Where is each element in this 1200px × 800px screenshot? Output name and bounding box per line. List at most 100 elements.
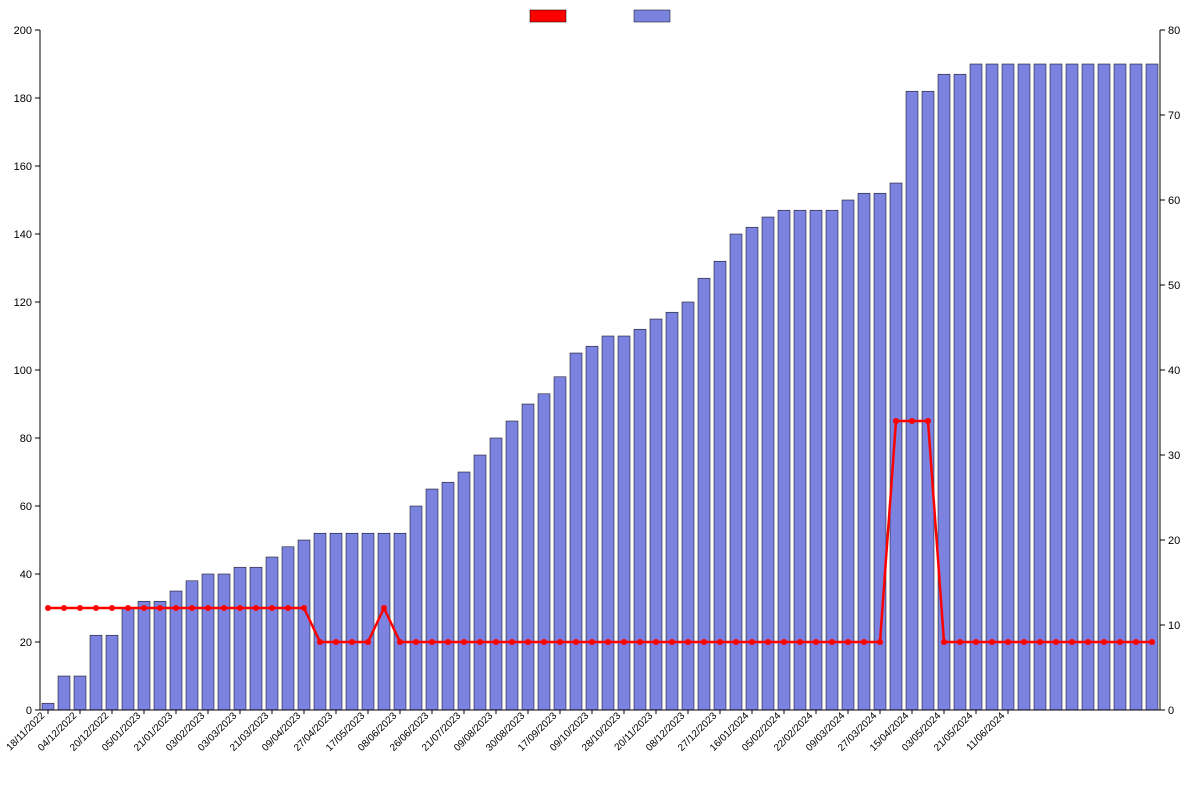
- line-marker: [381, 605, 387, 611]
- bar: [858, 193, 870, 710]
- line-marker: [477, 639, 483, 645]
- bar: [90, 635, 102, 710]
- bar: [442, 482, 454, 710]
- bar: [906, 91, 918, 710]
- bar: [490, 438, 502, 710]
- line-marker: [429, 639, 435, 645]
- bar: [426, 489, 438, 710]
- line-marker: [509, 639, 515, 645]
- combo-chart: 0204060801001201401601802000102030405060…: [0, 0, 1200, 800]
- bar: [234, 567, 246, 710]
- y-left-tick-label: 60: [20, 501, 32, 513]
- line-marker: [733, 639, 739, 645]
- line-marker: [461, 639, 467, 645]
- line-marker: [957, 639, 963, 645]
- bar: [458, 472, 470, 710]
- line-marker: [749, 639, 755, 645]
- y-right-tick-label: 70: [1168, 110, 1180, 122]
- y-left-tick-label: 20: [20, 637, 32, 649]
- bar: [618, 336, 630, 710]
- y-left-tick-label: 180: [14, 93, 32, 105]
- line-marker: [765, 639, 771, 645]
- bar: [218, 574, 230, 710]
- bar: [314, 533, 326, 710]
- line-marker: [877, 639, 883, 645]
- bar: [826, 210, 838, 710]
- bar: [378, 533, 390, 710]
- bar: [938, 74, 950, 710]
- chart-container: 0204060801001201401601802000102030405060…: [0, 0, 1200, 800]
- bar: [282, 547, 294, 710]
- line-marker: [1069, 639, 1075, 645]
- y-left-tick-label: 120: [14, 297, 32, 309]
- line-marker: [61, 605, 67, 611]
- line-marker: [1085, 639, 1091, 645]
- line-marker: [221, 605, 227, 611]
- bar: [698, 278, 710, 710]
- bar: [154, 601, 166, 710]
- y-right-tick-label: 10: [1168, 620, 1180, 632]
- line-marker: [797, 639, 803, 645]
- bar: [74, 676, 86, 710]
- line-marker: [77, 605, 83, 611]
- line-marker: [301, 605, 307, 611]
- line-marker: [637, 639, 643, 645]
- line-marker: [413, 639, 419, 645]
- y-right-tick-label: 60: [1168, 195, 1180, 207]
- y-right-tick-label: 20: [1168, 535, 1180, 547]
- line-marker: [269, 605, 275, 611]
- line-marker: [173, 605, 179, 611]
- bar: [1050, 64, 1062, 710]
- line-marker: [109, 605, 115, 611]
- bar: [42, 703, 54, 710]
- bar: [602, 336, 614, 710]
- line-marker: [621, 639, 627, 645]
- bar: [778, 210, 790, 710]
- bar: [266, 557, 278, 710]
- line-marker: [1133, 639, 1139, 645]
- bar: [554, 377, 566, 710]
- line-marker: [45, 605, 51, 611]
- line-marker: [1149, 639, 1155, 645]
- bar: [922, 91, 934, 710]
- y-right-tick-label: 80: [1168, 25, 1180, 37]
- line-marker: [557, 639, 563, 645]
- line-marker: [333, 639, 339, 645]
- bar: [954, 74, 966, 710]
- line-marker: [541, 639, 547, 645]
- bar: [330, 533, 342, 710]
- line-marker: [973, 639, 979, 645]
- bar: [474, 455, 486, 710]
- y-left-tick-label: 140: [14, 229, 32, 241]
- bar: [506, 421, 518, 710]
- line-marker: [701, 639, 707, 645]
- line-marker: [925, 418, 931, 424]
- line-marker: [893, 418, 899, 424]
- y-left-tick-label: 80: [20, 433, 32, 445]
- bar: [746, 227, 758, 710]
- line-marker: [445, 639, 451, 645]
- bars-group: [42, 64, 1158, 710]
- line-marker: [813, 639, 819, 645]
- bar: [1002, 64, 1014, 710]
- bar: [810, 210, 822, 710]
- bar: [538, 394, 550, 710]
- line-marker: [781, 639, 787, 645]
- bar: [362, 533, 374, 710]
- y-left-tick-label: 100: [14, 365, 32, 377]
- bar: [842, 200, 854, 710]
- line-marker: [189, 605, 195, 611]
- y-right-tick-label: 30: [1168, 450, 1180, 462]
- bar: [634, 329, 646, 710]
- line-marker: [1005, 639, 1011, 645]
- bar: [346, 533, 358, 710]
- line-marker: [845, 639, 851, 645]
- line-marker: [653, 639, 659, 645]
- bar: [986, 64, 998, 710]
- bar: [570, 353, 582, 710]
- line-marker: [909, 418, 915, 424]
- y-right-tick-label: 50: [1168, 280, 1180, 292]
- line-marker: [365, 639, 371, 645]
- y-right-tick-label: 0: [1168, 705, 1174, 717]
- bar: [762, 217, 774, 710]
